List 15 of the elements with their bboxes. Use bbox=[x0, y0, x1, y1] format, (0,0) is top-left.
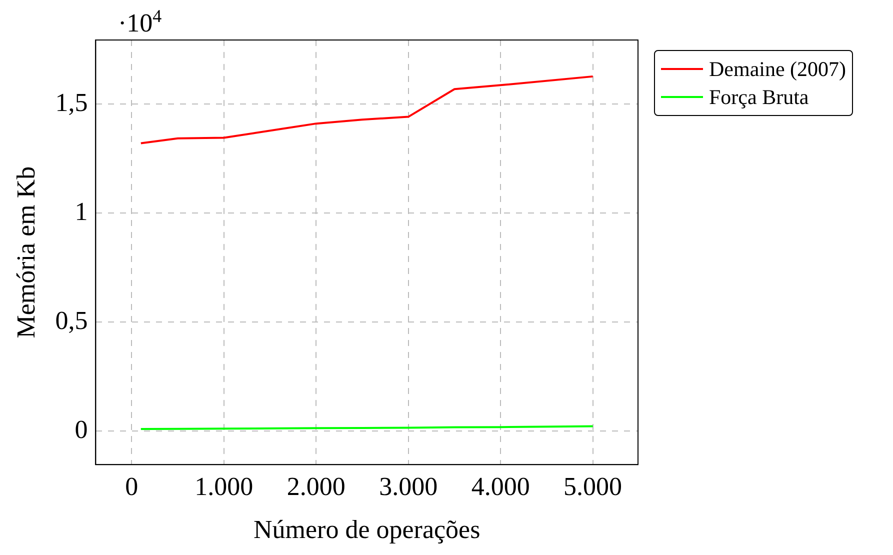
legend-label: Demaine (2007) bbox=[709, 56, 846, 83]
x-tick-label: 0 bbox=[125, 472, 138, 502]
y-tick-label: 0,5 bbox=[55, 306, 88, 335]
x-tick-label: 3.000 bbox=[379, 472, 438, 502]
x-tick-label: 5.000 bbox=[564, 472, 622, 502]
x-tick-label: 1.000 bbox=[194, 472, 254, 502]
y-axis-title: Memória em Kb bbox=[11, 166, 40, 338]
y-tick-label: 1 bbox=[74, 196, 88, 226]
y-tick-label: 0 bbox=[74, 415, 88, 444]
text: ·10$^{4}$ bbox=[118, 6, 162, 39]
x-tick-label: 4.000 bbox=[471, 472, 530, 502]
y-tick-label: 1,5 bbox=[55, 88, 88, 117]
x-tick-label: 2.000 bbox=[286, 472, 346, 502]
x-axis-title: Número de operações bbox=[254, 515, 480, 544]
legend-label: Força Bruta bbox=[709, 84, 809, 111]
